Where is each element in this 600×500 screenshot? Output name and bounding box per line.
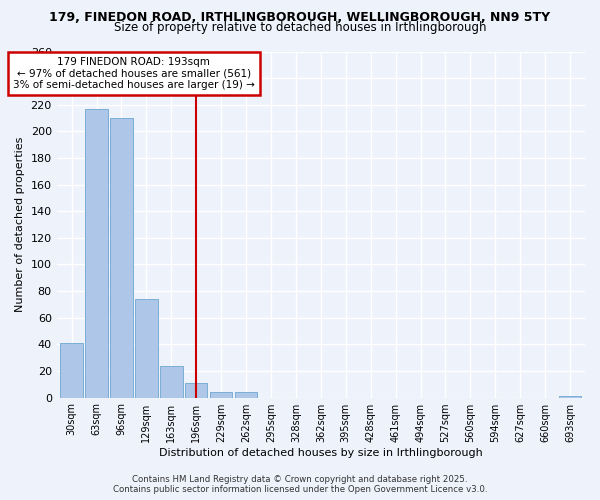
Bar — [135, 299, 158, 398]
Text: Contains HM Land Registry data © Crown copyright and database right 2025.
Contai: Contains HM Land Registry data © Crown c… — [113, 474, 487, 494]
Bar — [110, 118, 133, 398]
Bar — [185, 383, 208, 398]
Bar — [210, 392, 232, 398]
Text: Size of property relative to detached houses in Irthlingborough: Size of property relative to detached ho… — [114, 21, 486, 34]
Bar — [559, 396, 581, 398]
Text: 179 FINEDON ROAD: 193sqm
← 97% of detached houses are smaller (561)
3% of semi-d: 179 FINEDON ROAD: 193sqm ← 97% of detach… — [13, 57, 255, 90]
Y-axis label: Number of detached properties: Number of detached properties — [15, 137, 25, 312]
Bar — [160, 366, 182, 398]
Bar — [235, 392, 257, 398]
Bar — [61, 343, 83, 398]
Bar — [85, 108, 108, 398]
Text: 179, FINEDON ROAD, IRTHLINGBOROUGH, WELLINGBOROUGH, NN9 5TY: 179, FINEDON ROAD, IRTHLINGBOROUGH, WELL… — [49, 11, 551, 24]
X-axis label: Distribution of detached houses by size in Irthlingborough: Distribution of detached houses by size … — [159, 448, 483, 458]
